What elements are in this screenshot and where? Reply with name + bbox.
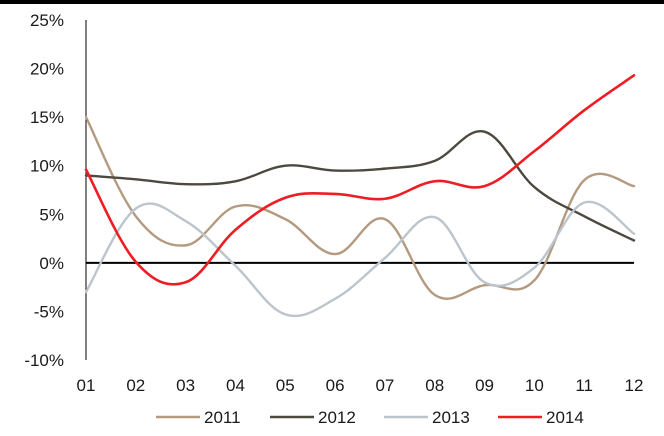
series-lines	[84, 74, 636, 318]
y-tick-label: -5%	[34, 302, 64, 321]
legend-label: 2012	[318, 408, 356, 427]
y-tick-label: 10%	[30, 157, 64, 176]
series-line-2011	[84, 115, 636, 300]
y-tick-label: 25%	[30, 11, 64, 30]
series-line-2013	[84, 200, 636, 318]
y-tick-label: 20%	[30, 60, 64, 79]
legend-label: 2014	[546, 408, 584, 427]
x-tick-label: 06	[326, 376, 345, 395]
series-line-2012	[84, 130, 636, 242]
top-border	[0, 0, 664, 4]
x-tick-label: 07	[375, 376, 394, 395]
legend-label: 2011	[204, 408, 241, 427]
x-tick-label: 08	[425, 376, 444, 395]
x-tick-label: 09	[475, 376, 494, 395]
y-tick-label: 15%	[30, 108, 64, 127]
legend-item-2011: 2011	[156, 408, 241, 427]
x-tick-label: 04	[226, 376, 245, 395]
x-tick-label: 02	[126, 376, 145, 395]
y-tick-label: 5%	[39, 205, 64, 224]
y-tick-label: 0%	[39, 254, 64, 273]
series-line-2014	[84, 74, 636, 286]
x-tick-label: 03	[176, 376, 195, 395]
x-axis-labels: 01 02 03 04 05 06 07 08 09 10 11 12	[77, 376, 644, 395]
x-tick-label: 05	[276, 376, 295, 395]
x-tick-label: 12	[625, 376, 644, 395]
x-tick-label: 01	[77, 376, 96, 395]
x-tick-label: 11	[575, 376, 593, 395]
y-axis-labels: -10% -5% 0% 5% 10% 15% 20% 25%	[24, 11, 64, 370]
legend-item-2013: 2013	[384, 408, 470, 427]
legend-item-2012: 2012	[270, 408, 356, 427]
legend: 2011 2012 2013 2014	[156, 408, 584, 427]
legend-item-2014: 2014	[498, 408, 584, 427]
legend-label: 2013	[432, 408, 470, 427]
x-tick-label: 10	[525, 376, 544, 395]
y-tick-label: -10%	[24, 351, 64, 370]
